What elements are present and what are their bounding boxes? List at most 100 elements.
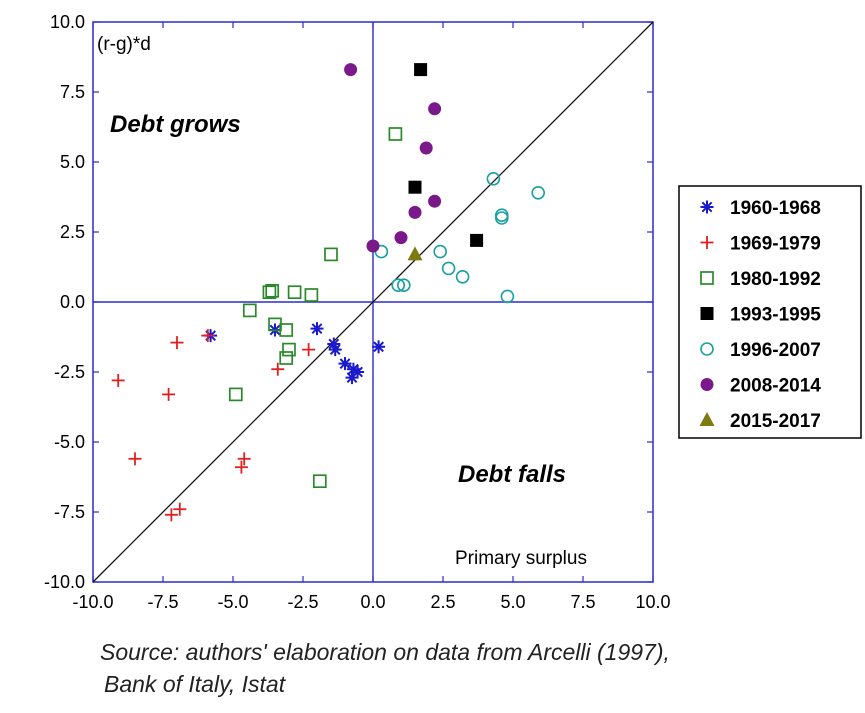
data-point: [328, 343, 342, 357]
data-point: [419, 141, 433, 155]
diagonal-reference-line: [92, 21, 654, 583]
source-line-2: Bank of Italy, Istat: [104, 671, 286, 697]
legend-item: 1980-1992: [700, 269, 821, 290]
data-point: [433, 244, 448, 259]
x-tick-label: -10.0: [72, 592, 113, 612]
data-point: [366, 239, 380, 253]
series-1980-1992: [228, 127, 403, 489]
y-tick-label: -5.0: [54, 432, 85, 452]
legend-item: 1969-1979: [700, 234, 821, 255]
y-tick-label: 10.0: [50, 12, 85, 32]
series-2008-2014: [344, 63, 442, 253]
data-point: [304, 288, 319, 302]
data-point: [455, 269, 470, 284]
data-point: [287, 285, 302, 300]
reference-line: [92, 21, 654, 583]
legend-item: 1960-1968: [700, 198, 821, 219]
data-point: [396, 278, 411, 293]
data-point: [310, 322, 324, 336]
legend-label: 1969-1979: [730, 234, 821, 255]
legend-item: 1996-2007: [700, 340, 821, 361]
data-point: [242, 303, 257, 318]
legend-label: 1980-1992: [730, 269, 821, 290]
source-line-1: Source: authors' elaboration on data fro…: [100, 639, 670, 665]
data-point: [282, 342, 296, 357]
legend-marker: [699, 412, 715, 426]
y-tick-label: 7.5: [60, 82, 85, 102]
data-point: [312, 474, 327, 489]
y-tick-label: -2.5: [54, 362, 85, 382]
x-tick-label: 0.0: [360, 592, 385, 612]
data-point: [394, 231, 408, 245]
x-tick-label: 5.0: [500, 592, 525, 612]
legend-label: 2015-2017: [730, 411, 821, 432]
data-point: [279, 323, 294, 337]
data-point: [170, 336, 184, 350]
data-point: [302, 343, 316, 357]
legend-item: 1993-1995: [700, 305, 821, 326]
data-point: [338, 357, 352, 371]
x-tick-label: -2.5: [287, 592, 318, 612]
data-point: [344, 63, 358, 77]
data-point: [500, 289, 515, 304]
data-point: [428, 194, 442, 208]
data-point: [391, 278, 406, 293]
data-point: [408, 205, 422, 219]
data-point: [470, 233, 484, 247]
data-point: [407, 246, 423, 261]
data-point: [162, 387, 176, 401]
legend-marker: [700, 307, 714, 320]
y-tick-label: -7.5: [54, 502, 85, 522]
x-axis-label: Primary surplus: [455, 548, 587, 569]
x-tick-label: 2.5: [430, 592, 455, 612]
legend-item: 2015-2017: [699, 411, 821, 432]
data-point: [265, 283, 280, 298]
data-point: [201, 329, 215, 343]
data-point: [494, 211, 509, 225]
data-points: [111, 63, 546, 522]
y-tick-label: 5.0: [60, 152, 85, 172]
legend-label: 2008-2014: [730, 376, 821, 397]
data-point: [408, 180, 422, 194]
legend-label: 1960-1968: [730, 198, 821, 219]
legend-marker: [700, 378, 714, 391]
data-point: [228, 387, 243, 402]
debt-grows-annotation: Debt grows: [110, 111, 241, 138]
data-point: [173, 502, 187, 516]
legend-label: 1996-2007: [730, 340, 821, 361]
legend-item: 2008-2014: [700, 376, 821, 397]
data-point: [324, 247, 338, 262]
axis-ticks: -10.0 -7.5 -5.0 -2.5 0.0 2.5 5.0 7.5 10.0 10.0 7.5…: [44, 12, 671, 612]
series-1996-2007: [374, 172, 546, 304]
data-point: [494, 208, 509, 222]
legend-label: 1993-1995: [730, 305, 821, 326]
y-tick-label: -10.0: [44, 572, 85, 592]
data-point: [128, 452, 142, 466]
data-point: [372, 340, 386, 354]
legend-marker: [700, 342, 714, 356]
data-point: [414, 63, 428, 77]
series-2015-2017: [407, 246, 423, 261]
data-point: [279, 351, 294, 365]
data-point: [164, 508, 178, 522]
data-point: [351, 365, 365, 379]
data-point: [388, 127, 403, 141]
x-tick-label: 10.0: [635, 592, 670, 612]
data-point: [234, 460, 248, 474]
data-point: [486, 172, 501, 186]
legend-marker: [700, 200, 714, 214]
legend: 1960-1968 1969-1979 1980-1992 1993-1995 1996…: [678, 185, 862, 439]
legend-marker: [700, 271, 714, 285]
data-point: [111, 373, 125, 387]
y-tick-label: 0.0: [60, 292, 85, 312]
data-point: [441, 261, 456, 276]
scatter-chart: -10.0 -7.5 -5.0 -2.5 0.0 2.5 5.0 7.5 10.0 10.0 7.5…: [44, 12, 862, 612]
data-point: [428, 102, 442, 116]
x-tick-label: -7.5: [147, 592, 178, 612]
data-point: [271, 362, 285, 376]
legend-marker: [700, 236, 714, 249]
x-tick-label: -5.0: [217, 592, 248, 612]
data-point: [262, 285, 277, 300]
x-tick-label: 7.5: [570, 592, 595, 612]
data-point: [237, 452, 251, 466]
